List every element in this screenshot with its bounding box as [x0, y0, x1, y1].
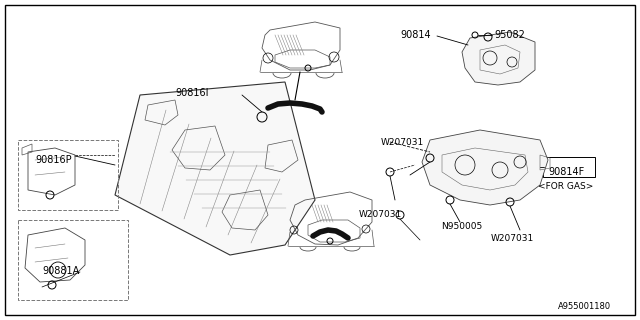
Text: 90814F: 90814F [548, 167, 584, 177]
Text: A955001180: A955001180 [558, 302, 611, 311]
Text: W207031: W207031 [381, 138, 424, 147]
Text: 90814: 90814 [400, 30, 431, 40]
Text: 95082: 95082 [494, 30, 525, 40]
Text: W207031: W207031 [359, 210, 403, 219]
Polygon shape [115, 82, 315, 255]
Bar [18, 220, 128, 300]
Bar [18, 140, 118, 210]
Text: <FOR GAS>: <FOR GAS> [538, 182, 593, 191]
Text: 90816I: 90816I [175, 88, 209, 98]
Text: W207031: W207031 [491, 234, 534, 243]
Text: 90881A: 90881A [42, 266, 79, 276]
Text: N950005: N950005 [441, 222, 483, 231]
Polygon shape [422, 130, 548, 205]
Text: 90816P: 90816P [35, 155, 72, 165]
Polygon shape [462, 32, 535, 85]
